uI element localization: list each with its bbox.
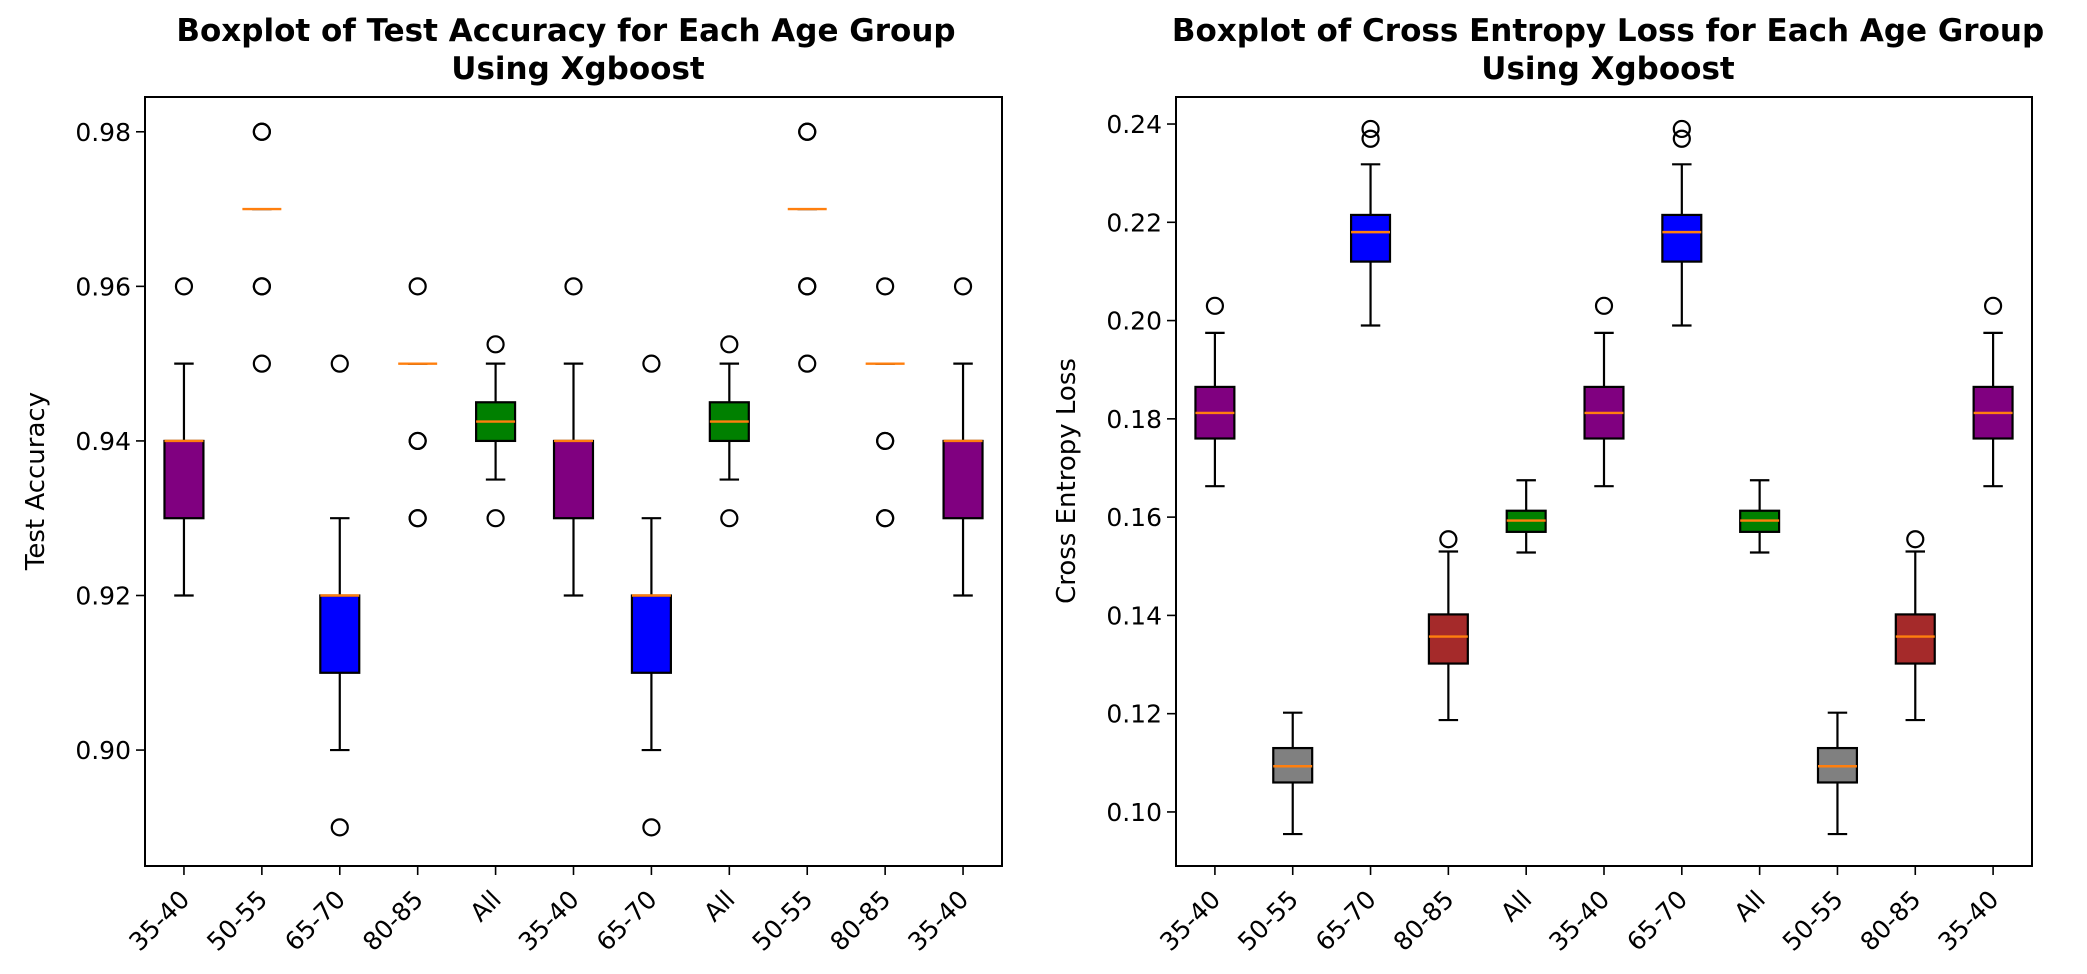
loss-box-1 (1272, 711, 1314, 836)
box-body (1349, 213, 1392, 263)
box-body (319, 594, 361, 674)
outlier-point (1594, 296, 1614, 315)
accuracy-y-tick-label: 0.94 (75, 427, 131, 456)
outlier-point (252, 277, 271, 296)
outlier-point (1361, 119, 1380, 139)
accuracy-box-5 (552, 277, 595, 597)
loss-box-4 (1505, 479, 1547, 554)
loss-box-0 (1194, 296, 1236, 488)
outlier-point (1906, 530, 1925, 549)
outlier-point (876, 431, 895, 451)
accuracy-y-tick-label: 0.96 (75, 272, 131, 301)
outlier-point (642, 818, 661, 837)
outlier-point (1672, 129, 1691, 148)
accuracy-y-tick-label: 0.92 (75, 581, 131, 610)
accuracy-box-1 (242, 122, 282, 373)
outlier-point (1205, 296, 1225, 315)
loss-y-axis-label: Cross Entropy Loss (1052, 358, 1082, 604)
accuracy-box-0 (163, 277, 205, 597)
loss-box-5 (1583, 296, 1625, 488)
outlier-point (252, 354, 271, 373)
loss-axes-frame (1175, 96, 2033, 867)
box-body (942, 439, 984, 520)
box-body (552, 439, 595, 520)
outlier-point (252, 122, 271, 141)
accuracy-axes-frame (144, 96, 1003, 867)
accuracy-y-tick-label: 0.90 (75, 736, 131, 765)
loss-y-tick-label: 0.10 (1106, 798, 1162, 827)
outlier-point (798, 354, 817, 373)
outlier-point (408, 277, 427, 296)
outlier-point (330, 354, 349, 373)
accuracy-box-8 (787, 122, 827, 373)
outlier-point (408, 431, 427, 451)
loss-box-9 (1894, 530, 1936, 722)
loss-y-tick-label: 0.22 (1106, 208, 1162, 237)
loss-box-3 (1427, 530, 1469, 722)
accuracy-box-10 (942, 277, 984, 597)
accuracy-box-2 (319, 354, 361, 837)
outlier-point (720, 335, 739, 354)
loss-y-tick-label: 0.16 (1106, 503, 1162, 532)
loss-chart-title-line2: Using Xgboost (1481, 51, 1735, 87)
accuracy-box-6 (630, 354, 672, 837)
outlier-point (876, 509, 895, 528)
loss-y-tick-label: 0.18 (1106, 405, 1162, 434)
outlier-point (564, 277, 583, 296)
box-body (630, 594, 672, 674)
outlier-point (876, 277, 895, 296)
loss-y-tick-label: 0.12 (1106, 700, 1162, 729)
loss-box-2 (1349, 119, 1392, 327)
accuracy-box-7 (708, 335, 750, 528)
outlier-point (1361, 129, 1380, 148)
outlier-point (720, 509, 739, 528)
accuracy-box-4 (475, 335, 517, 528)
outlier-point (1672, 119, 1691, 139)
outlier-point (486, 509, 505, 528)
accuracy-chart-title-line2: Using Xgboost (451, 51, 705, 87)
loss-box-6 (1661, 119, 1703, 327)
outlier-point (1983, 296, 2003, 315)
accuracy-chart-title-line1: Boxplot of Test Accuracy for Each Age Gr… (176, 13, 955, 49)
box-body (1427, 613, 1469, 665)
outlier-point (330, 818, 349, 837)
outlier-point (408, 509, 427, 528)
loss-y-tick-label: 0.24 (1106, 110, 1162, 139)
loss-chart-title-line1: Boxplot of Cross Entropy Loss for Each A… (1172, 13, 2044, 49)
loss-y-tick-label: 0.14 (1106, 601, 1162, 630)
outlier-point (174, 277, 194, 296)
loss-box-10 (1972, 296, 2014, 488)
outlier-point (798, 277, 817, 296)
accuracy-y-tick-label: 0.98 (75, 118, 131, 147)
outlier-point (953, 277, 973, 296)
loss-y-tick-label: 0.20 (1106, 307, 1162, 336)
loss-box-8 (1816, 711, 1859, 836)
accuracy-box-3 (398, 277, 438, 528)
accuracy-box-9 (865, 277, 905, 528)
box-body (163, 439, 205, 520)
outlier-point (486, 335, 505, 354)
accuracy-y-axis-label: Test Accuracy (21, 392, 51, 571)
outlier-point (798, 122, 817, 141)
outlier-point (1439, 530, 1458, 549)
box-body (1894, 613, 1936, 665)
box-body (1661, 213, 1703, 263)
outlier-point (642, 354, 661, 373)
loss-box-7 (1739, 479, 1781, 554)
